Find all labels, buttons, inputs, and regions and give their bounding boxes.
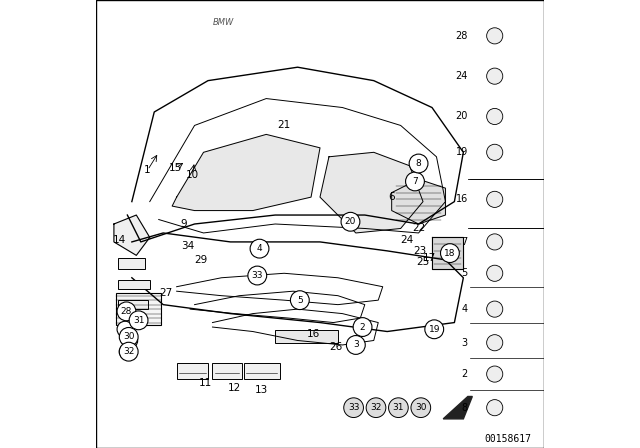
Polygon shape (320, 152, 423, 233)
Bar (244, 363, 280, 379)
Circle shape (409, 154, 428, 173)
Text: 6: 6 (388, 192, 395, 202)
Text: 30: 30 (123, 332, 134, 341)
Polygon shape (432, 237, 463, 269)
Text: 25: 25 (417, 257, 429, 267)
Text: 8: 8 (416, 159, 421, 168)
Circle shape (119, 327, 138, 346)
Circle shape (486, 108, 503, 125)
Circle shape (119, 342, 138, 361)
Text: 19: 19 (456, 147, 468, 157)
Text: 31: 31 (393, 403, 404, 412)
Circle shape (366, 398, 386, 418)
Bar (212, 363, 242, 379)
Circle shape (486, 234, 503, 250)
Text: 34: 34 (181, 241, 195, 251)
Circle shape (486, 191, 503, 207)
Text: 4: 4 (461, 304, 468, 314)
Text: 11: 11 (199, 378, 212, 388)
Polygon shape (114, 215, 150, 255)
Text: 00158617: 00158617 (484, 434, 532, 444)
Text: 5: 5 (461, 268, 468, 278)
Circle shape (346, 336, 365, 354)
Circle shape (406, 172, 424, 191)
Text: 1: 1 (144, 165, 151, 175)
Circle shape (353, 318, 372, 336)
Text: 28: 28 (121, 307, 132, 316)
Circle shape (122, 332, 138, 349)
Text: 24: 24 (456, 71, 468, 81)
Circle shape (486, 400, 503, 416)
Text: 16: 16 (456, 194, 468, 204)
Circle shape (117, 302, 136, 321)
Text: 20: 20 (456, 112, 468, 121)
Text: 17: 17 (422, 253, 436, 263)
Circle shape (486, 265, 503, 281)
Circle shape (411, 398, 431, 418)
Polygon shape (172, 134, 320, 211)
Text: 7: 7 (412, 177, 418, 186)
Text: 13: 13 (255, 385, 268, 395)
Text: 3: 3 (353, 340, 358, 349)
Text: 12: 12 (228, 383, 241, 392)
Text: 16: 16 (307, 329, 320, 339)
Text: 8: 8 (461, 403, 468, 413)
Circle shape (486, 68, 503, 84)
Text: 4: 4 (257, 244, 262, 253)
Text: 23: 23 (413, 246, 427, 256)
Text: 7: 7 (461, 237, 468, 247)
Circle shape (486, 28, 503, 44)
Text: 31: 31 (133, 316, 144, 325)
Circle shape (344, 398, 364, 418)
FancyBboxPatch shape (118, 280, 150, 289)
Circle shape (486, 144, 503, 160)
Bar (177, 363, 208, 379)
Circle shape (129, 311, 148, 330)
Circle shape (119, 344, 136, 360)
Circle shape (341, 212, 360, 231)
Text: 33: 33 (348, 403, 359, 412)
Text: 2: 2 (360, 323, 365, 332)
Circle shape (486, 366, 503, 382)
Text: 24: 24 (401, 235, 414, 245)
Text: 29: 29 (195, 255, 208, 265)
Circle shape (486, 301, 503, 317)
Circle shape (248, 266, 267, 285)
Circle shape (388, 398, 408, 418)
Text: 9: 9 (180, 219, 187, 229)
Text: 20: 20 (345, 217, 356, 226)
Circle shape (425, 320, 444, 339)
FancyBboxPatch shape (118, 300, 148, 309)
Text: 32: 32 (371, 403, 381, 412)
Circle shape (250, 239, 269, 258)
Text: 19: 19 (429, 325, 440, 334)
Text: 28: 28 (456, 31, 468, 41)
Circle shape (486, 335, 503, 351)
Circle shape (117, 321, 133, 337)
Text: 14: 14 (113, 235, 126, 245)
Text: 30: 30 (415, 403, 426, 412)
Polygon shape (443, 396, 472, 419)
Text: 2: 2 (461, 369, 468, 379)
Text: BMW: BMW (213, 18, 234, 27)
FancyBboxPatch shape (118, 258, 145, 269)
Text: 33: 33 (252, 271, 263, 280)
Text: 32: 32 (123, 347, 134, 356)
Circle shape (291, 291, 309, 310)
Text: 21: 21 (278, 121, 291, 130)
Polygon shape (392, 179, 445, 224)
Text: 3: 3 (461, 338, 468, 348)
Text: 26: 26 (329, 342, 342, 352)
Circle shape (440, 244, 460, 263)
Bar (116, 293, 161, 325)
Text: 15: 15 (169, 163, 182, 173)
Text: 27: 27 (159, 289, 172, 298)
Text: 22: 22 (412, 224, 425, 233)
Text: 18: 18 (444, 249, 456, 258)
Text: 10: 10 (186, 170, 199, 180)
Bar (275, 330, 338, 343)
Text: 5: 5 (297, 296, 303, 305)
